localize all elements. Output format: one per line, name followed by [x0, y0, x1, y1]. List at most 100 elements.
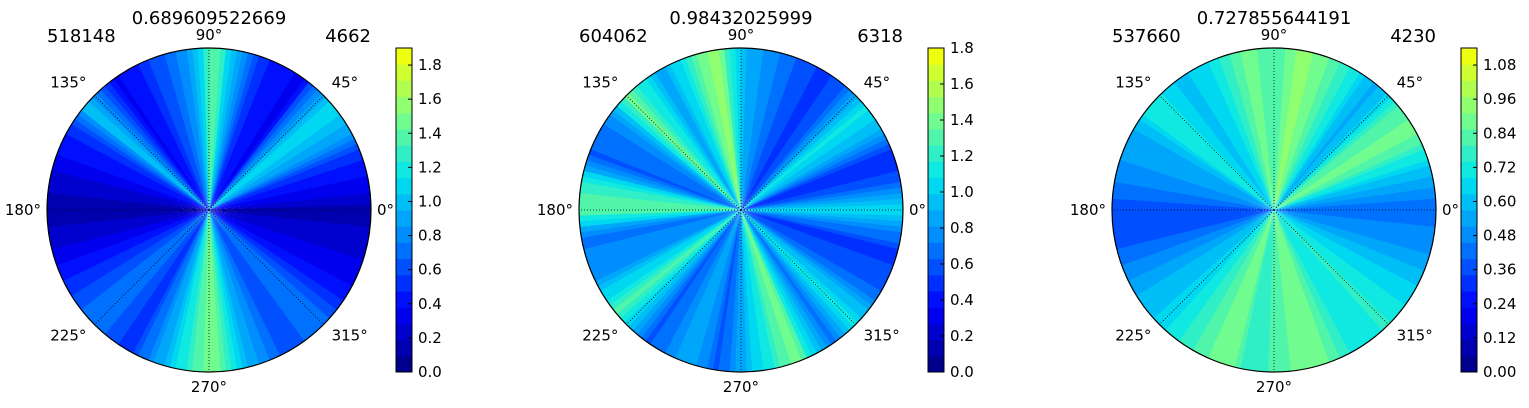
polar-wedge [597, 129, 741, 210]
polar-wedge [741, 210, 870, 315]
polar-wedge [741, 210, 890, 282]
polar-wedge [209, 63, 286, 211]
polar-wedge [741, 210, 899, 255]
polar-wedge [579, 187, 741, 210]
polar-wedge [1272, 47, 1280, 211]
colorbar-segment [396, 64, 412, 81]
angle-label: 90° [196, 26, 223, 44]
polar-wedge [148, 210, 209, 363]
colorbar-segment [928, 339, 944, 357]
colorbar-frame [927, 47, 945, 373]
polar-wedge [741, 48, 764, 210]
polar-wedge [1274, 210, 1421, 287]
polar-wedge [209, 210, 371, 227]
polar-wedge [735, 210, 743, 373]
polar-wedge [136, 62, 209, 211]
polar-wedge [209, 210, 353, 291]
polar-wedge [207, 47, 215, 211]
polar-wedge [1274, 59, 1340, 210]
colorbar-segment [1461, 242, 1477, 260]
polar-wedge [209, 210, 327, 327]
polar-wedge [128, 210, 209, 354]
polar-wedge [579, 198, 741, 210]
polar-wedge [741, 210, 873, 310]
colorbar-tick-label: 1.6 [950, 75, 974, 93]
colorbar-frame [395, 47, 413, 373]
polar-wedge [186, 210, 209, 372]
polar-wedge [741, 210, 900, 250]
polar-wedge [54, 154, 209, 210]
polar-wedge [1274, 210, 1384, 335]
polar-wedge [741, 210, 901, 244]
polar-wedge [1117, 159, 1274, 210]
polar-wedge [741, 128, 885, 210]
polar-wedge [1274, 210, 1403, 315]
polar-wedge [118, 210, 209, 348]
polar-wedge [77, 210, 209, 311]
angle-gridlines [1112, 48, 1436, 372]
colorbar-segment [1461, 323, 1477, 341]
polar-wedge [164, 210, 209, 368]
polar-wedge [603, 119, 741, 210]
polar-wedge [209, 55, 265, 210]
polar-wedge [68, 210, 209, 297]
polar-wedge [209, 48, 221, 211]
polar-wedge [1127, 133, 1274, 210]
angle-label: 45° [332, 73, 359, 91]
polar-wedge [1240, 210, 1274, 370]
polar-wedge [1274, 210, 1388, 331]
polar-wedge [1112, 187, 1274, 210]
polar-wedge [619, 97, 741, 210]
polar-wedge [1119, 154, 1274, 210]
polar-wedge [209, 210, 319, 335]
colorbar-tick-label: 0.24 [1483, 295, 1516, 313]
polar-wedge [1183, 210, 1274, 348]
polar-wedge [122, 69, 209, 210]
polar-wedge [1188, 210, 1274, 351]
colorbar-segment [396, 210, 412, 227]
polar-wedge [741, 66, 822, 210]
colorbar-segment [1461, 193, 1477, 211]
polar-wedge [1202, 210, 1274, 359]
polar-wedge [1274, 50, 1308, 210]
polar-wedge [1274, 210, 1361, 351]
polar-wedge [1274, 210, 1375, 342]
polar-wedge [51, 165, 209, 210]
polar-field [578, 47, 904, 373]
polar-wedge [1274, 210, 1356, 354]
polar-wedge [1274, 210, 1434, 244]
polar-wedge [718, 210, 741, 372]
polar-wedge [1274, 92, 1391, 210]
polar-wedge [664, 210, 741, 357]
polar-wedge [209, 210, 370, 239]
polar-wedge [209, 210, 369, 244]
polar-wedge [1274, 210, 1399, 319]
colorbar-segment [928, 80, 944, 98]
polar-wedge [612, 105, 741, 210]
polar-wedge [109, 210, 209, 342]
polar-wedge [586, 154, 741, 210]
polar-wedge [197, 210, 209, 372]
polar-wedge [606, 210, 741, 307]
polar-wedge [209, 210, 356, 287]
polar-wedge [741, 210, 898, 261]
polar-wedge [594, 133, 741, 210]
polar-wedge [741, 100, 866, 210]
polar-wedge [49, 176, 209, 210]
colorbar-tick-label: 0.6 [950, 255, 974, 273]
colorbar-segment [1461, 210, 1477, 227]
polar-wedge [1274, 210, 1432, 255]
polar-wedge [92, 210, 209, 328]
polar-wedge [741, 118, 879, 210]
polar-wedge [209, 50, 243, 210]
colorbar-segment [396, 193, 412, 211]
polar-wedge [209, 210, 341, 310]
colorbar-segment [1461, 226, 1477, 243]
polar-wedge [1152, 97, 1274, 210]
polar-wedge [623, 93, 741, 210]
polar-wedge [707, 210, 741, 370]
polar-wedge [1139, 114, 1274, 210]
polar-wedge [47, 187, 209, 210]
polar-wedge [1274, 210, 1409, 306]
angle-labels: 0° 45° 90° 135° 180° 225° 270° 315° [1070, 26, 1459, 396]
